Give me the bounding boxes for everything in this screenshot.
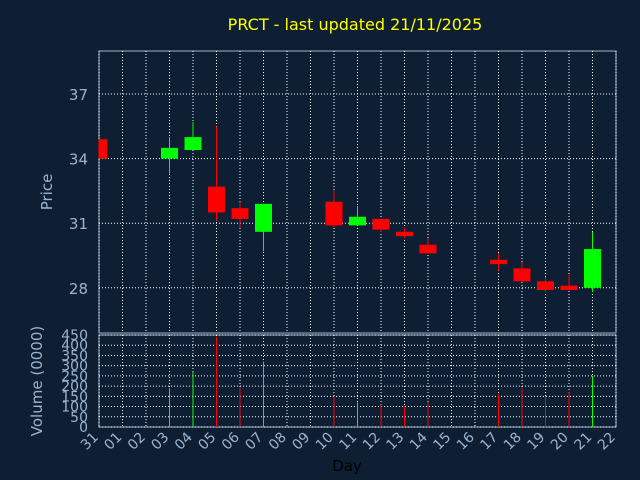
candle-body bbox=[161, 147, 178, 159]
price-grid bbox=[98, 51, 617, 333]
candle bbox=[419, 238, 437, 254]
candle bbox=[396, 227, 413, 239]
candles bbox=[98, 122, 601, 293]
x-ticks: 31 01 02 03 04 05 06 07 08 09 10 11 12 13 14 15 16 17 18 19… bbox=[78, 429, 619, 453]
volume-axis-label: Volume (0000) bbox=[28, 326, 46, 436]
price-axis-label: Price bbox=[38, 174, 56, 211]
candle-body bbox=[560, 285, 578, 290]
candle-body bbox=[208, 186, 225, 213]
candle bbox=[325, 190, 343, 228]
candle bbox=[372, 218, 390, 232]
candle bbox=[349, 205, 366, 226]
candle bbox=[490, 253, 507, 271]
price-tick-label: 37 bbox=[69, 86, 88, 104]
volume-bars bbox=[169, 337, 593, 427]
candle bbox=[98, 139, 108, 159]
volume-tick-label: 350 bbox=[61, 348, 88, 364]
price-tick-label: 34 bbox=[69, 151, 88, 169]
candle-body bbox=[513, 268, 531, 282]
price-y-ticks: 28 31 34 37 bbox=[69, 86, 88, 298]
candle-body bbox=[537, 281, 554, 290]
x-axis-label: Day bbox=[332, 457, 362, 475]
volume-tick-label: 150 bbox=[61, 389, 88, 405]
candle-body bbox=[490, 259, 507, 265]
candle-body bbox=[255, 203, 272, 232]
candle bbox=[255, 203, 272, 252]
volume-tick-label: 200 bbox=[61, 379, 88, 395]
volume-tick-label: 300 bbox=[61, 359, 88, 375]
volume-tick-label: 0 bbox=[79, 420, 88, 436]
candle bbox=[513, 261, 531, 282]
volume-tick-label: 250 bbox=[61, 369, 88, 385]
volume-tick-label: 400 bbox=[61, 338, 88, 354]
candle bbox=[231, 201, 249, 228]
chart-title: PRCT - last updated 21/11/2025 bbox=[228, 15, 483, 34]
candle-body bbox=[584, 249, 601, 288]
candle bbox=[184, 122, 202, 151]
candle bbox=[537, 277, 554, 293]
candle bbox=[161, 137, 178, 174]
candle-body bbox=[372, 218, 390, 230]
candle-body bbox=[349, 216, 366, 226]
price-tick-label: 28 bbox=[69, 280, 88, 298]
volume-tick-label: 450 bbox=[61, 328, 88, 344]
price-tick-label: 31 bbox=[69, 215, 88, 233]
candle-body bbox=[184, 137, 202, 151]
candle-body bbox=[325, 201, 343, 226]
candle bbox=[208, 126, 225, 222]
candle-body bbox=[396, 231, 413, 237]
candle-body bbox=[99, 139, 108, 159]
volume-tick-label: 100 bbox=[61, 400, 88, 416]
price-panel: 28 31 34 37 Price bbox=[38, 50, 617, 334]
candle-body bbox=[231, 208, 249, 219]
candle bbox=[560, 274, 578, 290]
volume-tick-label: 50 bbox=[70, 410, 88, 426]
candle-body bbox=[419, 244, 437, 254]
candle bbox=[584, 231, 601, 293]
